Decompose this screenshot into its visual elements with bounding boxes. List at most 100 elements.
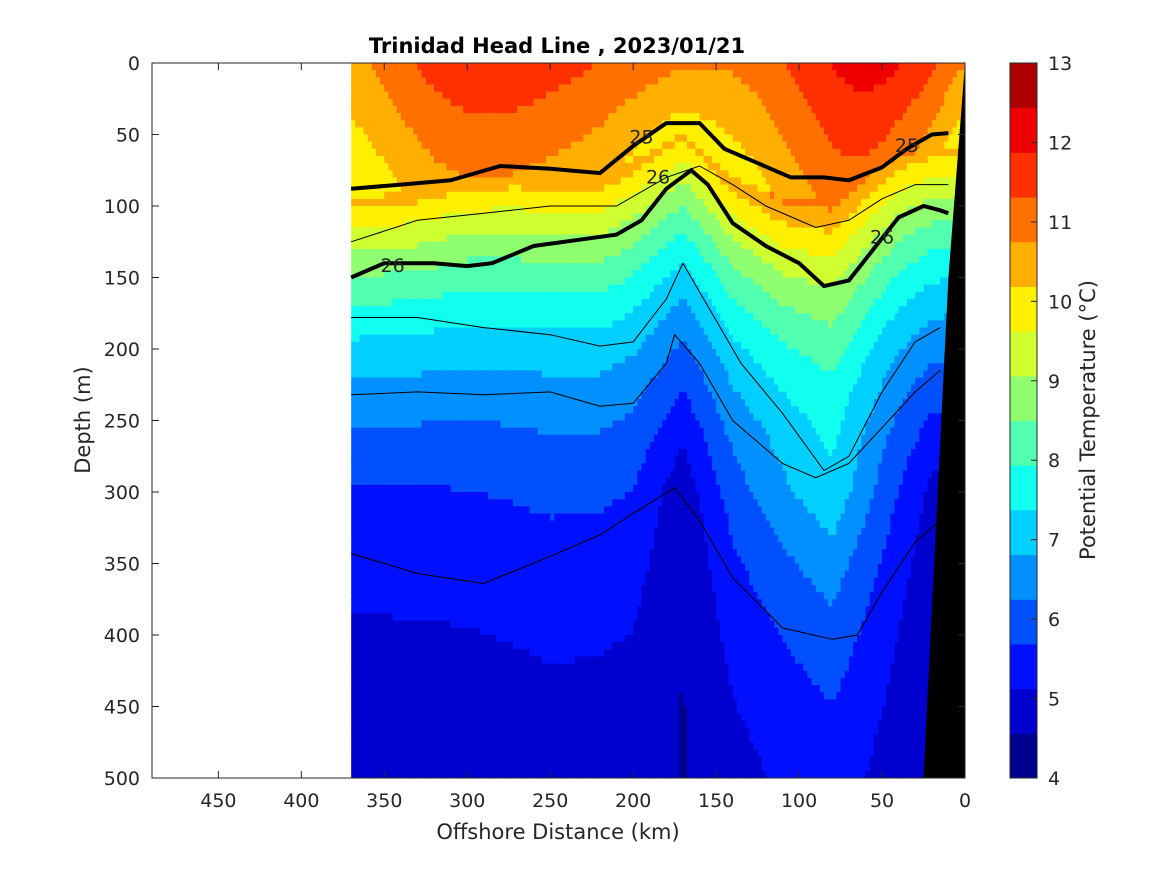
temperature-cell [417,556,423,565]
temperature-cell [467,284,472,293]
temperature-cell [500,334,506,343]
temperature-cell [454,399,460,407]
temperature-cell [467,449,472,457]
temperature-cell [438,105,443,114]
temperature-cell [446,134,452,143]
temperature-cell [355,434,360,443]
temperature-cell [550,63,555,71]
temperature-cell [554,134,560,143]
temperature-cell [475,599,481,607]
temperature-cell [429,413,435,422]
temperature-cell [363,349,369,357]
temperature-cell [483,248,489,257]
temperature-cell [541,91,547,100]
temperature-cell [463,463,468,472]
temperature-cell [367,370,373,379]
temperature-cell [438,298,443,307]
temperature-cell [388,406,394,414]
temperature-cell [471,134,477,143]
temperature-cell [359,127,365,136]
temperature-cell [380,620,385,629]
temperature-cell [458,606,464,615]
temperature-cell [471,627,477,636]
temperature-cell [546,492,551,500]
temperature-cell [421,756,427,765]
temperature-cell [496,184,502,193]
temperature-cell [388,391,394,400]
temperature-cell [492,656,497,665]
temperature-cell [442,727,448,736]
temperature-cell [417,105,423,114]
temperature-cell [359,298,365,307]
temperature-cell [546,141,551,150]
temperature-cell [371,334,377,343]
temperature-cell [421,263,427,271]
temperature-cell [384,763,390,772]
temperature-cell [458,370,464,379]
temperature-cell [467,213,472,221]
temperature-cell [388,527,394,536]
temperature-cell [351,356,356,364]
temperature-cell [450,220,456,229]
temperature-cell [467,363,472,372]
temperature-cell [483,241,489,250]
temperature-cell [367,391,373,400]
temperature-cell [533,663,539,672]
temperature-cell [359,84,365,93]
temperature-cell [487,635,493,643]
temperature-cell [355,163,360,171]
temperature-cell [450,170,456,178]
temperature-cell [463,770,468,778]
temperature-cell [496,177,502,186]
temperature-cell [487,263,493,271]
temperature-cell [400,449,406,457]
temperature-cell [521,334,526,343]
temperature-cell [371,506,377,515]
temperature-cell [380,349,385,357]
temperature-cell [496,213,502,221]
temperature-cell [550,256,555,264]
temperature-cell [483,706,489,715]
temperature-cell [458,492,464,500]
temperature-cell [521,298,526,307]
temperature-cell [380,334,385,343]
temperature-cell [467,241,472,250]
temperature-cell [396,527,402,536]
temperature-cell [380,198,385,207]
temperature-cell [512,463,518,472]
temperature-cell [521,742,526,750]
temperature-cell [396,577,402,586]
temperature-cell [525,406,531,414]
temperature-cell [375,720,381,729]
temperature-cell [363,363,369,372]
temperature-cell [367,727,373,736]
temperature-cell [409,592,414,600]
temperature-cell [483,413,489,422]
temperature-cell [529,256,535,264]
temperature-cell [541,441,547,450]
temperature-cell [388,277,394,286]
temperature-cell [550,742,555,750]
temperature-cell [384,184,390,193]
temperature-cell [434,141,439,150]
temperature-cell [471,449,477,457]
temperature-cell [541,327,547,336]
temperature-cell [541,370,547,379]
temperature-cell [434,563,439,572]
temperature-cell [554,434,560,443]
temperature-cell [355,120,360,128]
temperature-cell [496,320,502,329]
temperature-cell [388,577,394,586]
temperature-cell [508,520,514,529]
temperature-cell [396,420,402,429]
temperature-cell [500,306,506,314]
temperature-cell [417,592,423,600]
temperature-cell [554,492,560,500]
temperature-cell [392,506,398,515]
temperature-cell [359,434,365,443]
temperature-cell [554,427,560,436]
temperature-cell [371,663,377,672]
temperature-cell [521,84,526,93]
temperature-cell [359,763,365,772]
temperature-cell [521,155,526,164]
